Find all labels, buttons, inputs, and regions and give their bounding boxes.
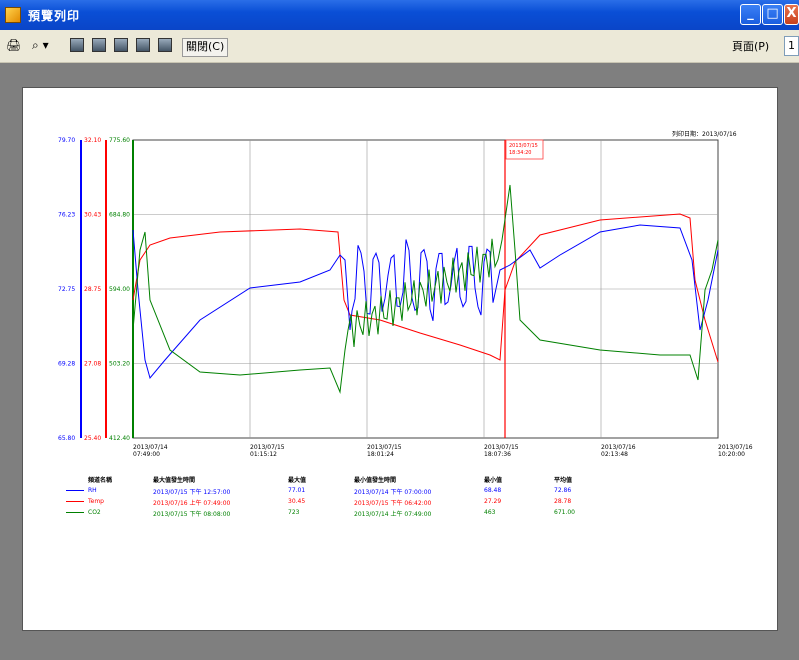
legend-cell: 68.48: [484, 487, 502, 494]
legend-cell: 27.29: [484, 498, 502, 505]
rh-tick-label: 79.70: [58, 137, 75, 144]
legend-cell: 2013/07/15 下午 12:57:00: [153, 489, 231, 496]
x-tick-time: 10:20:00: [718, 451, 745, 458]
x-tick-time: 02:13:48: [601, 451, 628, 458]
legend-header: 最小值: [484, 477, 503, 484]
legend-swatch: [66, 512, 84, 513]
x-tick-time: 01:15:12: [250, 451, 277, 458]
x-tick-time: 18:07:36: [484, 451, 511, 458]
page-label: 頁面(P): [732, 40, 770, 53]
legend-cell: 2013/07/15 下午 08:08:00: [153, 511, 231, 518]
x-tick-time: 07:49:00: [133, 451, 160, 458]
legend-cell: 2013/07/14 下午 07:00:00: [354, 489, 432, 496]
chevron-down-icon: ▾: [42, 38, 49, 52]
legend-cell: CO2: [88, 509, 101, 516]
cursor-label-time: 18:34:20: [509, 150, 531, 156]
rh-series-line: [132, 224, 719, 380]
print-button[interactable]: 🖨: [6, 38, 21, 55]
x-tick-date: 2013/07/14: [133, 444, 168, 451]
legend-header: 頻道名稱: [88, 477, 113, 484]
temp-tick-label: 28.75: [84, 286, 101, 293]
three-page-icon[interactable]: [114, 38, 128, 52]
x-tick-time: 18:01:24: [367, 451, 394, 458]
rh-tick-label: 65.80: [58, 435, 75, 442]
six-page-icon[interactable]: [158, 38, 172, 52]
legend-swatch: [66, 490, 84, 491]
co2-series-line: [132, 184, 719, 394]
temp-tick-label: 25.40: [84, 435, 101, 442]
x-tick-date: 2013/07/15: [484, 444, 519, 451]
legend-header: 平均值: [554, 477, 573, 484]
co2-tick-label: 503.20: [109, 361, 130, 368]
legend-header: 最大值發生時間: [153, 477, 196, 484]
co2-tick-label: 412.40: [109, 435, 130, 442]
print-date: 列印日期：2013/07/16: [672, 131, 737, 138]
four-page-icon[interactable]: [136, 38, 150, 52]
print-page: [22, 87, 778, 631]
toolbar: 🖨 ⌕ ▾ 關閉(C) 頁面(P) 1: [0, 30, 799, 63]
legend-cell: 2013/07/15 下午 06:42:00: [354, 500, 432, 507]
legend-cell: 28.78: [554, 498, 572, 505]
legend-cell: 2013/07/16 上午 07:49:00: [153, 500, 231, 507]
one-page-icon[interactable]: [70, 38, 84, 52]
close-preview-button[interactable]: 關閉(C): [182, 38, 229, 57]
co2-tick-label: 594.00: [109, 286, 130, 293]
rh-tick-label: 69.28: [58, 361, 75, 368]
legend-cell: 671.00: [554, 509, 575, 516]
co2-tick-label: 775.60: [109, 137, 130, 144]
minimize-button[interactable]: _: [740, 4, 761, 25]
legend-cell: 30.45: [288, 498, 306, 505]
rh-tick-label: 76.23: [58, 212, 75, 219]
x-tick-date: 2013/07/15: [250, 444, 285, 451]
magnifier-icon: ⌕: [32, 38, 39, 52]
legend-cell: 72.86: [554, 487, 572, 494]
x-tick-date: 2013/07/15: [367, 444, 402, 451]
legend-header: 最小值發生時間: [354, 477, 397, 484]
window-title: 預覽列印: [28, 9, 81, 23]
legend-header: 最大值: [288, 477, 307, 484]
legend-cell: 77.01: [288, 487, 306, 494]
cursor-label-date: 2013/07/15: [509, 143, 538, 149]
app-icon: [5, 7, 21, 23]
temp-series-line: [132, 213, 719, 363]
title-bar: 預覽列印 _ □ X: [0, 0, 799, 30]
legend-cell: 723: [288, 509, 300, 516]
zoom-button[interactable]: ⌕ ▾: [32, 38, 49, 55]
cursor-label-box: [505, 139, 544, 160]
temp-tick-label: 27.08: [84, 361, 101, 368]
temp-tick-label: 32.10: [84, 137, 101, 144]
two-page-icon[interactable]: [92, 38, 106, 52]
co2-tick-label: 684.80: [109, 212, 130, 219]
print-icon: 🖨: [6, 38, 22, 52]
legend-swatch: [66, 501, 84, 502]
maximize-button[interactable]: □: [762, 4, 783, 25]
x-tick-date: 2013/07/16: [718, 444, 753, 451]
legend-cell: RH: [88, 487, 97, 494]
legend-cell: Temp: [88, 498, 104, 505]
x-tick-date: 2013/07/16: [601, 444, 636, 451]
temp-tick-label: 30.43: [84, 212, 101, 219]
legend-cell: 2013/07/14 上午 07:49:00: [354, 511, 432, 518]
rh-tick-label: 72.75: [58, 286, 75, 293]
legend-cell: 463: [484, 509, 496, 516]
